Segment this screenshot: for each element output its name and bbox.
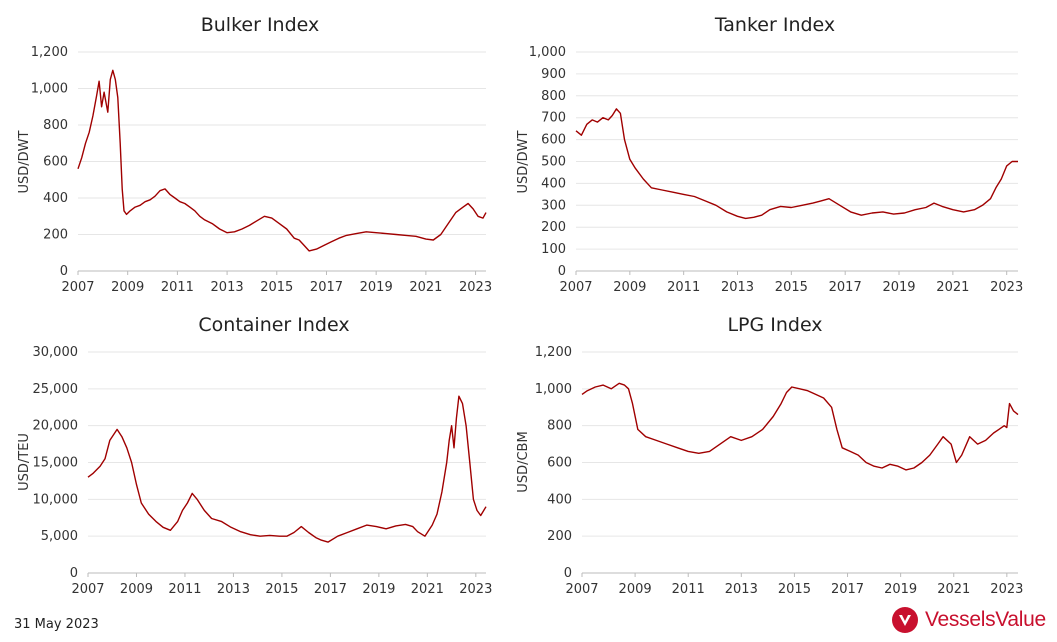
- tanker-index-xtick-label: 2013: [721, 280, 754, 295]
- container-index-xtick-label: 2007: [71, 582, 104, 597]
- container-index-xtick-label: 2019: [362, 582, 395, 597]
- tanker-index-ytick-label: 800: [541, 89, 566, 104]
- report-date: 31 May 2023: [14, 617, 99, 632]
- lpg-index-xtick-label: 2021: [937, 582, 970, 597]
- bulker-index-ylabel: USD/DWT: [17, 130, 32, 193]
- container-index-xtick-label: 2017: [314, 582, 347, 597]
- tanker-index-xtick-label: 2017: [829, 280, 862, 295]
- container-index-xtick-label: 2013: [217, 582, 250, 597]
- lpg-index-ytick-label: 200: [547, 529, 572, 544]
- tanker-index-ytick-label: 200: [541, 220, 566, 235]
- bulker-index-xtick-label: 2011: [161, 280, 194, 295]
- bulker-index-xtick-label: 2013: [211, 280, 244, 295]
- lpg-index-ytick-label: 800: [547, 419, 572, 434]
- bulker-index-title: Bulker Index: [201, 14, 320, 36]
- container-index-series-line: [87, 395, 487, 543]
- tanker-index-ytick-label: 500: [541, 155, 566, 170]
- container-index-ytick-label: 20,000: [33, 419, 79, 434]
- tanker-index-ytick-label: 1,000: [529, 45, 566, 60]
- tanker-index-xtick-label: 2015: [775, 280, 808, 295]
- tanker-index-xtick-label: 2023: [990, 280, 1023, 295]
- tanker-index-xtick-label: 2007: [559, 280, 592, 295]
- lpg-index-ytick-label: 600: [547, 456, 572, 471]
- lpg-index-xtick-label: 2023: [990, 582, 1023, 597]
- bulker-index-xtick-label: 2023: [459, 280, 492, 295]
- bulker-index-xtick-label: 2019: [360, 280, 393, 295]
- container-index-xtick-label: 2015: [265, 582, 298, 597]
- tanker-index-xtick-label: 2009: [613, 280, 646, 295]
- bulker-index-xtick-label: 2009: [111, 280, 144, 295]
- bulker-index-xtick-label: 2015: [260, 280, 293, 295]
- bulker-index-ytick-label: 400: [43, 191, 68, 206]
- lpg-index-xtick-label: 2007: [565, 582, 598, 597]
- lpg-index-xtick-label: 2011: [672, 582, 705, 597]
- bulker-index-ytick-label: 1,000: [31, 82, 68, 97]
- tanker-index-ytick-label: 300: [541, 198, 566, 213]
- container-index-xtick-label: 2023: [459, 582, 492, 597]
- bulker-index-ytick-label: 800: [43, 118, 68, 133]
- container-index-ytick-label: 10,000: [33, 492, 79, 507]
- container-index-xtick-label: 2011: [168, 582, 201, 597]
- tanker-index-series-line: [575, 108, 1018, 220]
- bulker-index-ytick-label: 0: [60, 264, 68, 279]
- tanker-index-ytick-label: 900: [541, 67, 566, 82]
- bulker-index-xtick-label: 2017: [310, 280, 343, 295]
- lpg-index-series-line: [581, 382, 1019, 471]
- container-index-ytick-label: 5,000: [41, 529, 78, 544]
- container-index-ytick-label: 30,000: [33, 345, 79, 360]
- tanker-index-ytick-label: 0: [558, 264, 566, 279]
- container-index-ytick-label: 25,000: [33, 382, 79, 397]
- lpg-index-xtick-label: 2013: [725, 582, 758, 597]
- tanker-index-ylabel: USD/DWT: [516, 130, 531, 193]
- brand-name: VesselsValue: [925, 608, 1046, 631]
- container-index-title: Container Index: [198, 314, 349, 336]
- tanker-index-xtick-label: 2011: [667, 280, 700, 295]
- bulker-index-ytick-label: 1,200: [31, 45, 68, 60]
- container-index-ylabel: USD/TEU: [17, 433, 32, 491]
- bulker-index-ytick-label: 200: [43, 228, 68, 243]
- lpg-index-ytick-label: 0: [564, 566, 572, 581]
- lpg-index-ylabel: USD/CBM: [516, 431, 531, 492]
- tanker-index-xtick-label: 2021: [936, 280, 969, 295]
- brand-logo: VesselsValue: [891, 606, 1046, 634]
- bulker-index-ytick-label: 600: [43, 155, 68, 170]
- container-index-ytick-label: 15,000: [33, 456, 79, 471]
- tanker-index-title: Tanker Index: [714, 14, 835, 36]
- lpg-index-xtick-label: 2019: [884, 582, 917, 597]
- lpg-index-xtick-label: 2015: [778, 582, 811, 597]
- tanker-index-ytick-label: 400: [541, 176, 566, 191]
- tanker-index-xtick-label: 2019: [882, 280, 915, 295]
- vessels-value-logo-icon: [892, 607, 918, 633]
- bulker-index-xtick-label: 2021: [409, 280, 442, 295]
- bulker-index-xtick-label: 2007: [61, 280, 94, 295]
- bulker-index-series-line: [77, 69, 487, 252]
- container-index-ytick-label: 0: [70, 566, 78, 581]
- container-index-xtick-label: 2021: [411, 582, 444, 597]
- lpg-index-ytick-label: 1,000: [535, 382, 572, 397]
- lpg-index-ytick-label: 1,200: [535, 345, 572, 360]
- lpg-index-xtick-label: 2009: [619, 582, 652, 597]
- tanker-index-ytick-label: 100: [541, 242, 566, 257]
- lpg-index-title: LPG Index: [727, 314, 822, 336]
- container-index-xtick-label: 2009: [120, 582, 153, 597]
- tanker-index-ytick-label: 600: [541, 133, 566, 148]
- lpg-index-ytick-label: 400: [547, 492, 572, 507]
- lpg-index-xtick-label: 2017: [831, 582, 864, 597]
- tanker-index-ytick-label: 700: [541, 111, 566, 126]
